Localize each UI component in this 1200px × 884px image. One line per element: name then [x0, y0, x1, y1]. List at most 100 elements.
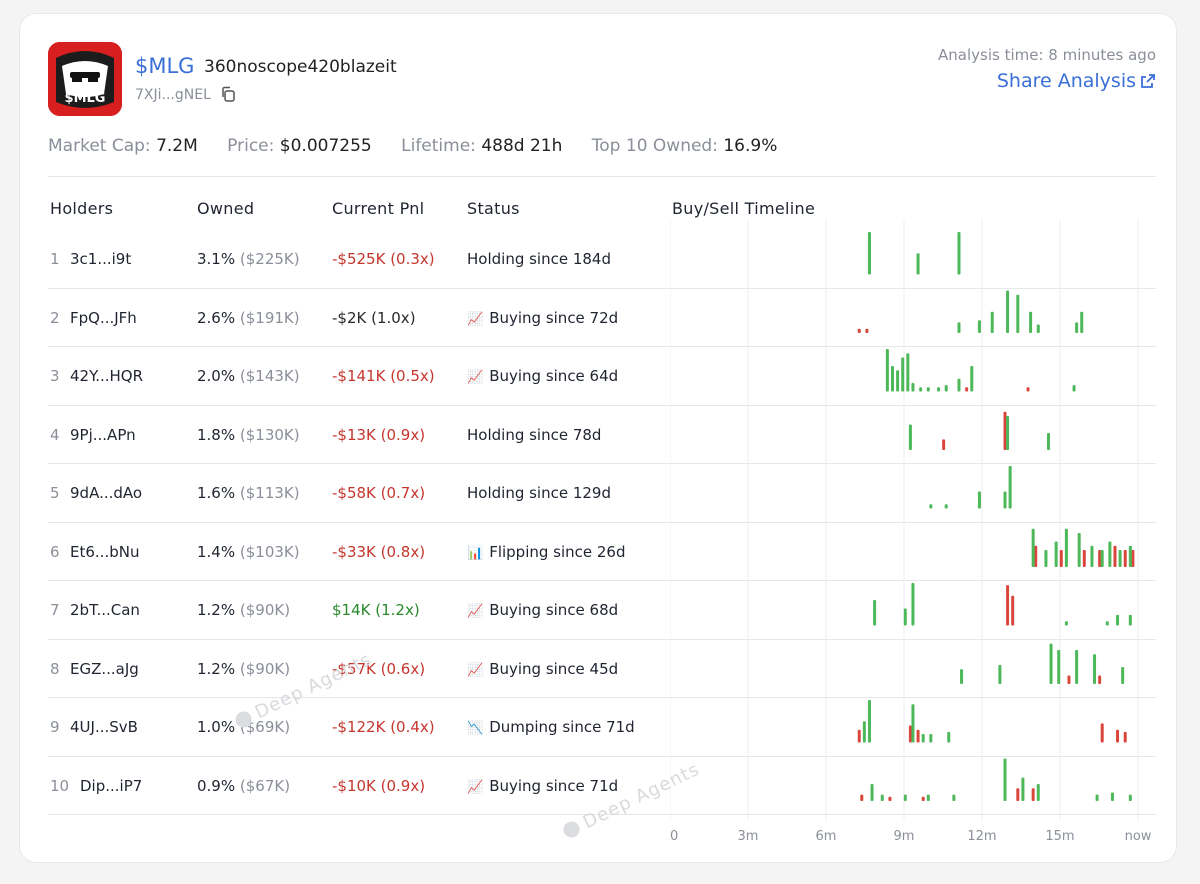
- buy-bar: [871, 784, 874, 801]
- holder-pnl: $14K (1.2x): [332, 581, 420, 639]
- timeline-tick-label: 0: [670, 829, 678, 844]
- holder-address[interactable]: FpQ...JFh: [70, 289, 137, 347]
- holder-owned: 1.4% ($103K): [197, 523, 300, 581]
- holder-address[interactable]: EGZ...aJg: [70, 640, 139, 698]
- holder-address[interactable]: Et6...bNu: [70, 523, 139, 581]
- sell-bar: [922, 797, 925, 801]
- holder-row[interactable]: 4 9Pj...APn 1.8% ($130K) -$13K (0.9x) Holdin…: [48, 406, 670, 464]
- external-link-icon: [1140, 73, 1156, 89]
- buy-bar: [1101, 550, 1104, 567]
- sell-bar: [858, 329, 861, 333]
- holder-address[interactable]: 9Pj...APn: [70, 406, 136, 464]
- sell-bar: [865, 329, 868, 333]
- owned-usd: ($130K): [240, 426, 300, 444]
- status-trend-icon: 📈: [467, 312, 483, 327]
- status-text: Holding since 129d: [467, 484, 611, 502]
- buy-bar: [1004, 492, 1007, 509]
- buy-bar: [909, 425, 912, 451]
- holder-address[interactable]: 9dA...dAo: [70, 464, 142, 522]
- token-stats: Market Cap: 7.2M Price: $0.007255 Lifeti…: [48, 136, 801, 156]
- sell-bar: [1032, 788, 1035, 801]
- buy-bar: [1096, 795, 1099, 801]
- buy-bar: [970, 366, 973, 392]
- buy-bar: [1080, 312, 1083, 333]
- buy-bar: [1047, 433, 1050, 450]
- holder-row[interactable]: 7 2bT...Can 1.2% ($90K) $14K (1.2x) 📈 Buying …: [48, 581, 670, 639]
- buy-bar: [1006, 291, 1009, 334]
- holder-rank: 5: [50, 464, 60, 522]
- holder-status: 📈 Buying since 68d: [467, 581, 618, 639]
- copy-icon[interactable]: [220, 86, 236, 102]
- owned-percent: 1.4%: [197, 543, 235, 561]
- holder-row[interactable]: 5 9dA...dAo 1.6% ($113K) -$58K (0.7x) Holdin…: [48, 464, 670, 522]
- buy-bar: [1032, 529, 1035, 567]
- buy-bar: [896, 370, 899, 391]
- stat-market-cap: Market Cap: 7.2M: [48, 136, 198, 156]
- buy-bar: [1073, 385, 1076, 391]
- buy-bar: [1050, 644, 1053, 684]
- owned-percent: 2.6%: [197, 309, 235, 327]
- buy-bar: [1037, 325, 1040, 334]
- holder-address[interactable]: Dip...iP7: [80, 757, 142, 815]
- status-text: Flipping since 26d: [489, 543, 625, 561]
- buy-bar: [911, 583, 914, 626]
- buy-bar: [998, 665, 1001, 684]
- token-symbol[interactable]: $MLG: [135, 54, 194, 78]
- stat-lifetime: Lifetime: 488d 21h: [401, 136, 562, 156]
- buy-bar: [1075, 650, 1078, 684]
- holder-row[interactable]: 1 3c1...i9t 3.1% ($225K) -$525K (0.3x) Holdi…: [48, 230, 670, 288]
- share-analysis-link[interactable]: Share Analysis: [997, 70, 1156, 92]
- holder-rank: 6: [50, 523, 60, 581]
- buy-bar: [960, 669, 963, 684]
- logo-text: $MLG: [65, 91, 106, 106]
- holder-rank: 8: [50, 640, 60, 698]
- sell-bar: [1027, 387, 1030, 391]
- holder-row[interactable]: 3 42Y...HQR 2.0% ($143K) -$141K (0.5x) 📈 Buyi…: [48, 347, 670, 405]
- holder-owned: 1.2% ($90K): [197, 581, 290, 639]
- buy-bar: [1129, 795, 1132, 801]
- holder-address[interactable]: 42Y...HQR: [70, 347, 143, 405]
- holder-owned: 1.2% ($90K): [197, 640, 290, 698]
- owned-percent: 3.1%: [197, 250, 235, 268]
- holder-address[interactable]: 4UJ...SvB: [70, 698, 138, 756]
- holder-row[interactable]: 6 Et6...bNu 1.4% ($103K) -$33K (0.8x) 📊 Flipp…: [48, 523, 670, 581]
- holder-address[interactable]: 3c1...i9t: [70, 230, 131, 288]
- owned-usd: ($113K): [240, 484, 300, 502]
- sell-bar: [1011, 596, 1014, 626]
- buy-bar: [947, 732, 950, 743]
- holder-pnl: -$141K (0.5x): [332, 347, 435, 405]
- buy-bar: [1108, 542, 1111, 568]
- holder-row[interactable]: 2 FpQ...JFh 2.6% ($191K) -$2K (1.0x) 📈 Buying…: [48, 289, 670, 347]
- holder-owned: 0.9% ($67K): [197, 757, 290, 815]
- owned-percent: 1.2%: [197, 601, 235, 619]
- holder-row[interactable]: 9 4UJ...SvB 1.0% ($69K) -$122K (0.4x) 📉 Dumpi…: [48, 698, 670, 756]
- sell-bar: [909, 726, 912, 743]
- holder-row[interactable]: 10 Dip...iP7 0.9% ($67K) -$10K (0.9x) 📈 Buyin…: [48, 757, 670, 815]
- timeline-tick-label: 15m: [1045, 829, 1074, 844]
- sell-bar: [1124, 732, 1127, 743]
- buy-bar: [1075, 322, 1078, 333]
- owned-usd: ($67K): [240, 777, 290, 795]
- sell-bar: [888, 797, 891, 801]
- holder-owned: 2.6% ($191K): [197, 289, 300, 347]
- timeline-tick-label: 9m: [894, 829, 915, 844]
- buy-bar: [1121, 667, 1124, 684]
- holder-status: 📊 Flipping since 26d: [467, 523, 626, 581]
- sell-bar: [1006, 585, 1009, 625]
- sell-bar: [1131, 550, 1134, 567]
- buy-bar: [868, 232, 871, 275]
- holder-pnl: -$13K (0.9x): [332, 406, 425, 464]
- buy-bar: [957, 379, 960, 392]
- sell-bar: [860, 795, 863, 801]
- buy-bar: [978, 492, 981, 509]
- buy-bar: [927, 795, 930, 801]
- status-trend-icon: 📈: [467, 780, 483, 795]
- status-trend-icon: 📊: [467, 546, 483, 561]
- holder-address[interactable]: 2bT...Can: [70, 581, 140, 639]
- buy-bar: [991, 312, 994, 333]
- buy-bar: [917, 253, 920, 274]
- sell-bar: [1004, 412, 1007, 450]
- holder-rank: 2: [50, 289, 60, 347]
- buy-bar: [1055, 542, 1058, 568]
- buy-bar: [1065, 621, 1068, 625]
